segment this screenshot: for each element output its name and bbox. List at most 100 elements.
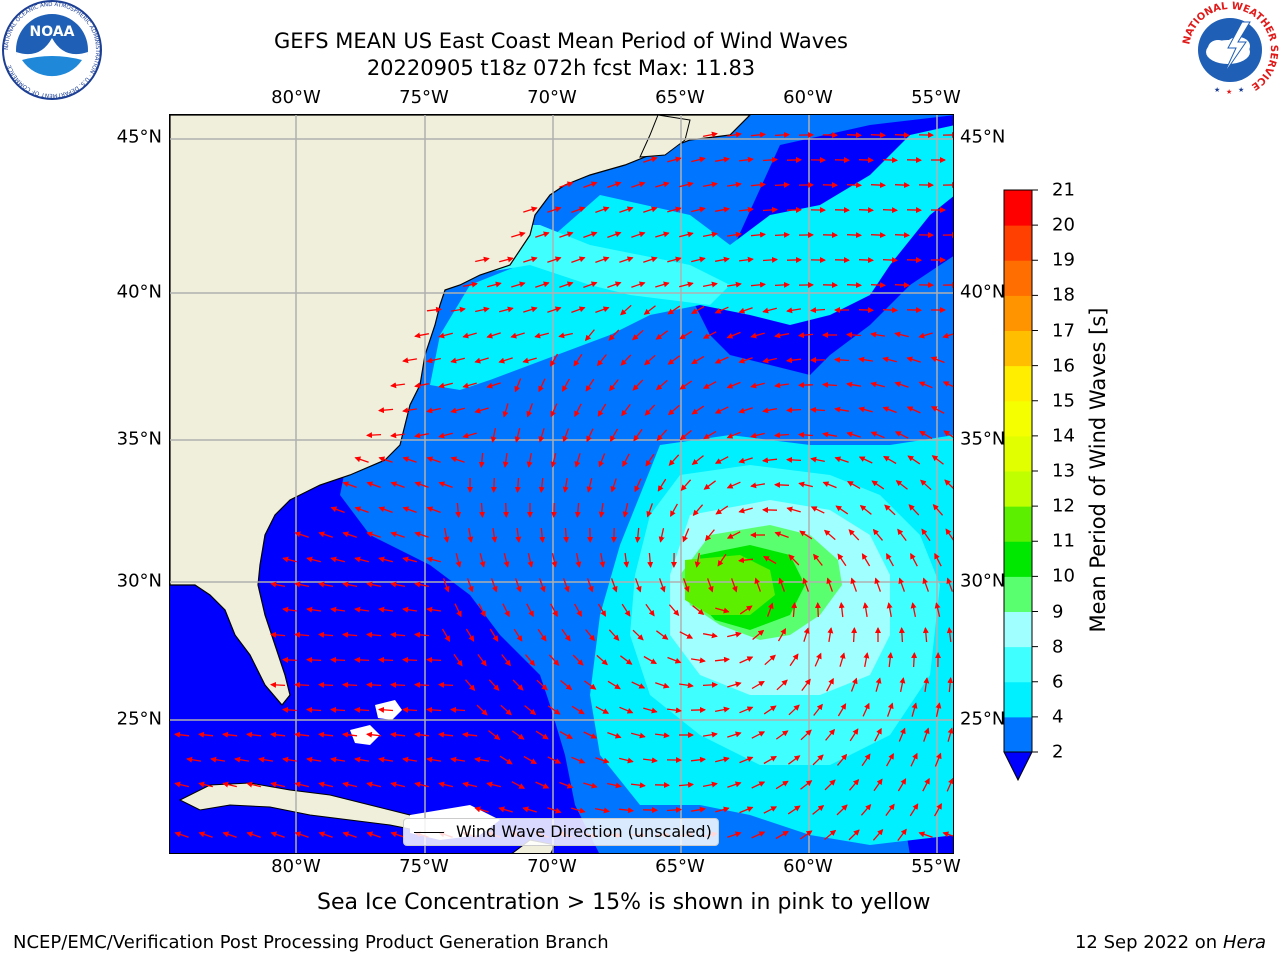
wave-direction-arrow: [846, 232, 862, 239]
wave-direction-arrow: [726, 181, 742, 188]
wave-direction-arrow: [631, 281, 646, 288]
wave-direction-arrow: [306, 556, 321, 563]
wave-direction-arrow: [535, 781, 550, 789]
wave-direction-arrow: [465, 679, 476, 692]
wave-direction-arrow: [318, 631, 334, 638]
wave-direction-arrow: [198, 831, 213, 838]
wave-direction-arrow: [910, 752, 918, 767]
wave-direction-arrow: [691, 156, 706, 163]
wave-direction-arrow: [390, 831, 405, 838]
wave-direction-arrow: [478, 603, 486, 618]
colorbar-tick-label: 15: [1052, 390, 1075, 412]
wave-direction-arrow: [462, 382, 477, 389]
colorbar-tick-label: 8: [1052, 636, 1064, 658]
wave-direction-arrow: [706, 578, 714, 593]
wave-direction-arrow: [378, 756, 394, 763]
wave-direction-arrow: [702, 731, 718, 738]
colorbar-tick-label: 20: [1052, 214, 1075, 236]
wave-direction-arrow: [246, 781, 261, 788]
wave-direction-arrow: [824, 829, 837, 840]
band-4-6s-north: [430, 125, 953, 390]
legend-line-swatch: [414, 832, 444, 833]
wave-direction-arrow: [922, 777, 930, 792]
wave-direction-arrow: [702, 632, 718, 639]
wave-direction-arrow: [883, 455, 897, 465]
wave-direction-arrow: [934, 803, 942, 817]
wave-direction-arrow: [486, 332, 501, 339]
wave-direction-arrow: [514, 378, 522, 393]
wave-direction-arrow: [318, 781, 333, 788]
wave-direction-arrow: [895, 480, 908, 490]
wave-direction-arrow: [786, 407, 802, 414]
wave-direction-arrow: [738, 507, 753, 514]
wave-direction-arrow: [717, 553, 727, 567]
colorbar-tick-label: 13: [1052, 460, 1075, 482]
wave-direction-arrow: [559, 231, 574, 238]
wave-direction-arrow: [584, 680, 597, 690]
wave-direction-arrow: [618, 807, 634, 814]
wave-direction-arrow: [619, 757, 634, 764]
wave-direction-arrow: [870, 381, 885, 388]
wave-direction-arrow: [947, 727, 953, 742]
wave-direction-arrow: [503, 502, 510, 518]
wave-direction-arrow: [778, 577, 786, 592]
wave-direction-arrow: [631, 181, 646, 188]
wave-direction-arrow: [571, 206, 586, 214]
wave-direction-arrow: [834, 356, 850, 363]
wave-direction-arrow: [595, 757, 610, 764]
wave-direction-arrow: [858, 207, 874, 214]
wave-direction-arrow: [522, 357, 537, 364]
wave-direction-arrow: [390, 382, 405, 389]
wave-direction-arrow: [534, 332, 549, 339]
wave-direction-arrow: [631, 782, 646, 789]
wave-direction-arrow: [730, 578, 738, 593]
lat-tick-left: 30°N: [116, 570, 162, 592]
wave-direction-arrow: [774, 382, 789, 389]
wave-direction-arrow: [620, 655, 633, 665]
lat-tick-left: 45°N: [116, 126, 162, 148]
wave-direction-arrow: [524, 705, 537, 716]
wave-direction-arrow: [774, 231, 790, 238]
wave-direction-arrow: [294, 781, 309, 788]
wave-direction-arrow: [282, 606, 297, 613]
bahamas-1: [350, 725, 380, 745]
wave-direction-arrow: [739, 806, 754, 814]
wave-direction-arrow: [633, 428, 643, 442]
wave-direction-arrow: [378, 706, 394, 713]
wave-direction-arrow: [775, 830, 789, 840]
wave-direction-arrow: [390, 631, 406, 638]
wave-direction-arrow: [583, 782, 598, 789]
wave-direction-arrow: [342, 631, 358, 638]
wave-direction-arrow: [647, 552, 654, 568]
wave-direction-arrow: [691, 306, 705, 314]
wave-direction-arrow: [934, 602, 941, 617]
colorbar-tick-label: 6: [1052, 671, 1064, 693]
wave-direction-arrow: [571, 256, 586, 264]
wave-direction-arrow: [897, 828, 907, 841]
wave-direction-arrow: [702, 131, 718, 138]
wave-direction-arrow: [750, 332, 765, 339]
wave-direction-arrow: [872, 828, 884, 841]
wave-direction-arrow: [849, 778, 860, 791]
wave-direction-arrow: [726, 481, 741, 489]
wave-direction-arrow: [526, 452, 533, 468]
wave-direction-arrow: [318, 581, 334, 588]
wave-direction-arrow: [547, 206, 562, 213]
wave-direction-arrow: [596, 654, 608, 666]
wave-direction-arrow: [848, 829, 860, 841]
wave-direction-arrow: [258, 756, 274, 763]
wave-direction-arrow: [354, 706, 370, 713]
wave-direction-arrow: [538, 578, 546, 593]
lat-tick-right: 25°N: [960, 708, 1006, 730]
wave-direction-arrow: [535, 730, 549, 740]
wave-direction-arrow: [294, 581, 310, 588]
wave-direction-arrow: [549, 353, 559, 367]
wave-direction-arrow: [714, 206, 730, 213]
wave-direction-arrow: [763, 705, 777, 715]
wave-direction-arrow: [679, 380, 693, 390]
legend-label: Wind Wave Direction (unscaled): [456, 822, 712, 841]
wave-direction-arrow: [882, 257, 898, 264]
svg-text:★: ★: [1226, 88, 1232, 96]
wave-direction-arrow: [538, 378, 546, 393]
wave-direction-arrow: [814, 652, 822, 667]
